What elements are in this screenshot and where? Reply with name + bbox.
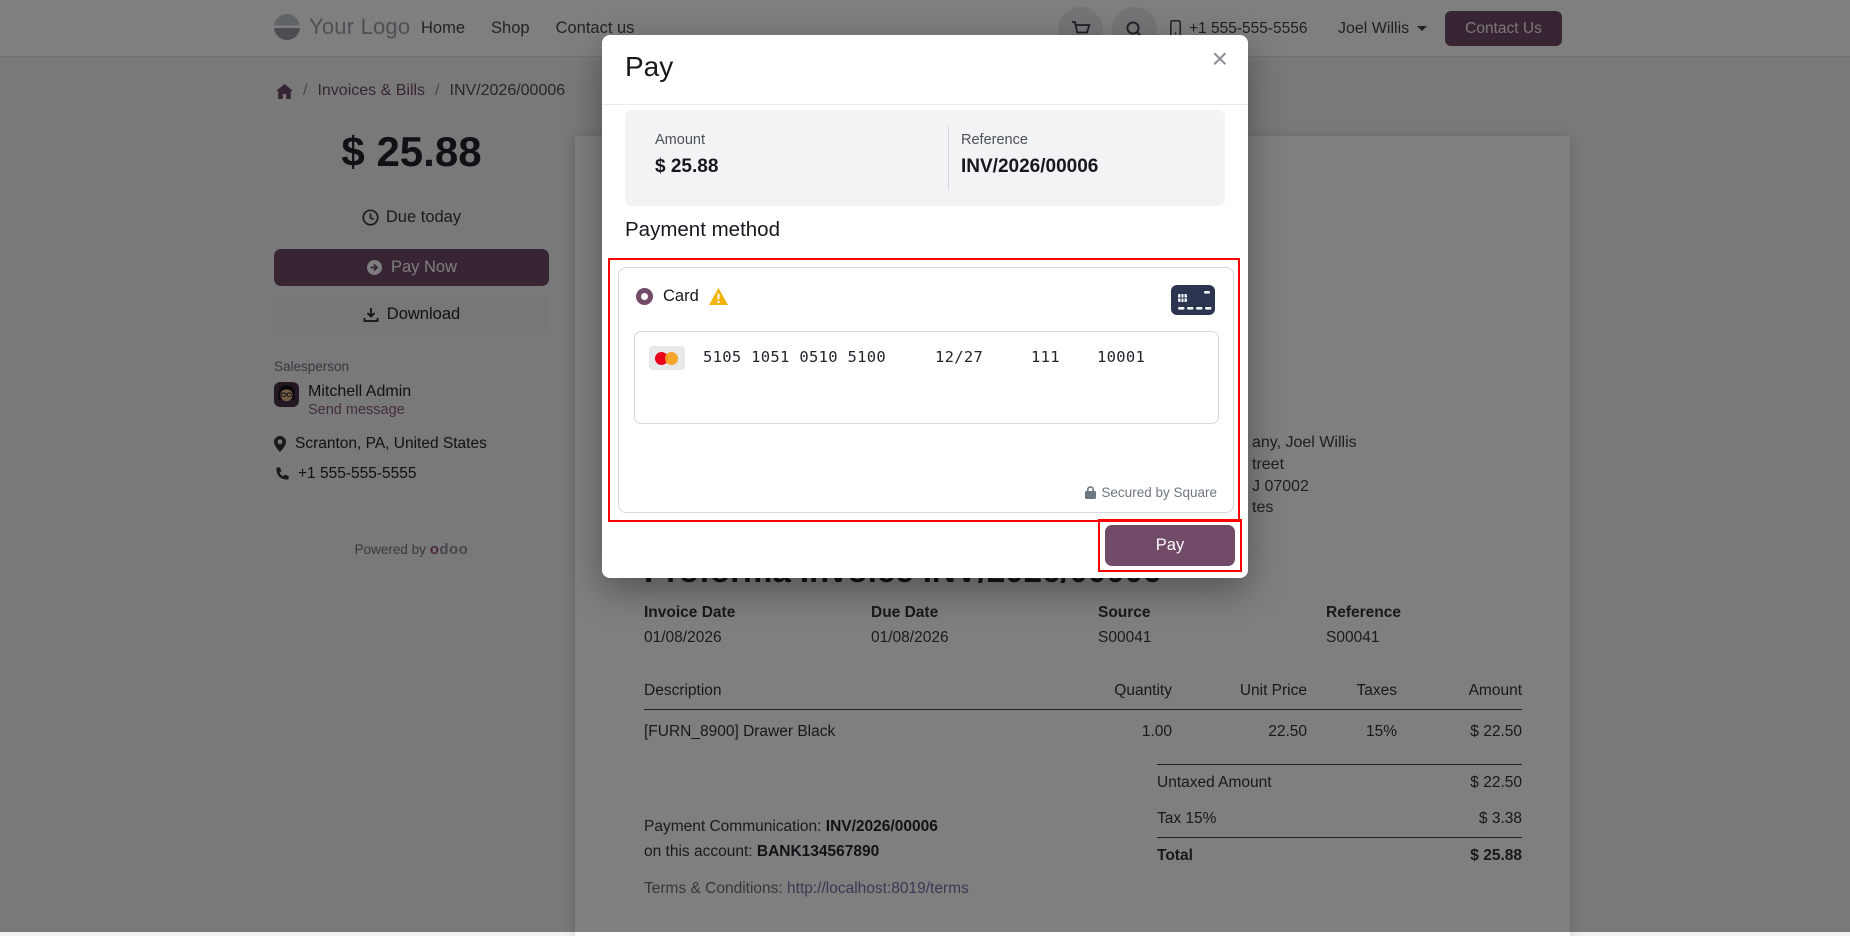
card-number-input[interactable]: 5105 1051 0510 5100: [703, 348, 887, 366]
modal-header: Pay ×: [602, 35, 1248, 105]
modal-amount-value: $ 25.88: [655, 156, 719, 177]
lock-icon: [1085, 486, 1097, 499]
card-expiry-input[interactable]: 12/27: [935, 348, 984, 366]
warning-icon: [708, 288, 728, 305]
amount-reference-box: Amount $ 25.88 Reference INV/2026/00006: [625, 110, 1225, 206]
pay-button[interactable]: Pay: [1105, 525, 1235, 566]
modal-title: Pay: [625, 51, 674, 82]
card-radio-selected[interactable]: [636, 288, 653, 305]
modal-amount-label: Amount: [655, 132, 705, 148]
card-payment-option: Card 5105 1051 0510 5100 12/27 111 10001: [618, 267, 1234, 513]
secured-by-square-label: Secured by Square: [1101, 485, 1217, 500]
modal-reference-label: Reference: [961, 132, 1028, 148]
payment-method-heading: Payment method: [625, 218, 780, 241]
card-postal-input[interactable]: 10001: [1097, 348, 1146, 366]
divider: [948, 126, 949, 190]
card-entry-row: 5105 1051 0510 5100 12/27 111 10001: [635, 345, 1218, 371]
modal-reference-value: INV/2026/00006: [961, 156, 1099, 177]
credit-card-icon: [1171, 285, 1215, 315]
card-option-row: Card: [636, 287, 728, 306]
card-entry-form: 5105 1051 0510 5100 12/27 111 10001: [634, 331, 1219, 424]
mastercard-icon: [649, 346, 685, 370]
card-cvv-input[interactable]: 111: [1031, 348, 1060, 366]
pay-modal: Pay × Amount $ 25.88 Reference INV/2026/…: [602, 35, 1248, 578]
secured-by-square: Secured by Square: [1085, 485, 1217, 500]
card-option-label: Card: [663, 287, 699, 305]
close-icon[interactable]: ×: [1211, 43, 1228, 74]
